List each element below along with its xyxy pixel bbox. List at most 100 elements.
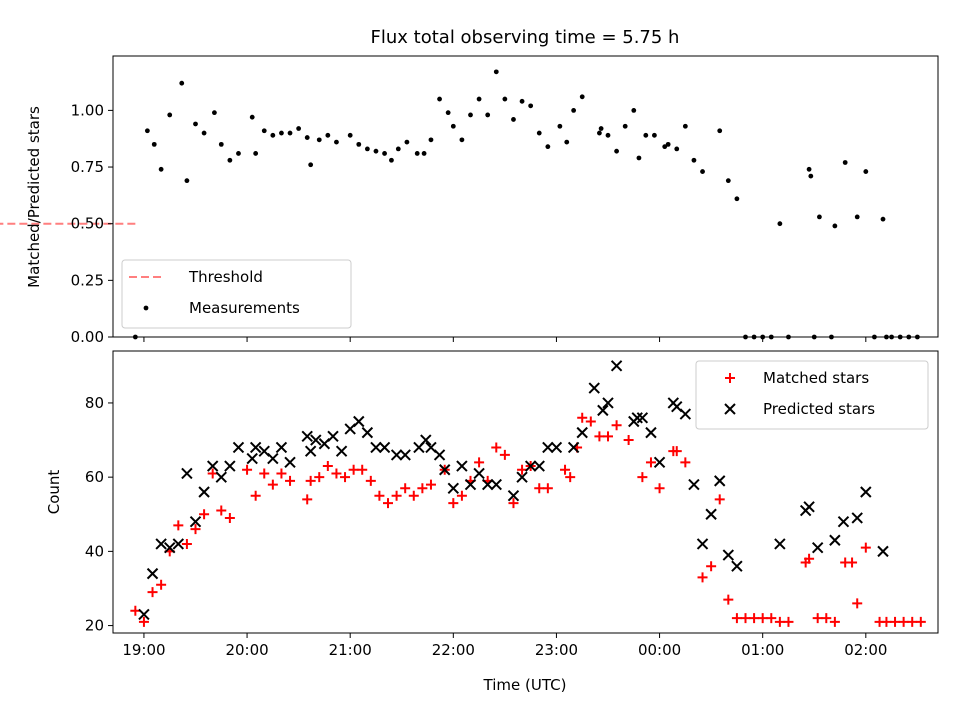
measurement-point <box>643 132 649 138</box>
measurement-point <box>519 98 525 104</box>
y-tick-label: 60 <box>85 468 104 486</box>
measurement-point <box>316 137 322 143</box>
measurement-point <box>557 123 563 129</box>
measurement-point <box>428 137 434 143</box>
predicted-star-point <box>164 541 176 554</box>
matched-star-point <box>400 483 411 494</box>
predicted-star-point <box>284 456 296 469</box>
measurement-point <box>493 69 499 75</box>
predicted-star-point <box>361 426 374 439</box>
measurement-point <box>144 128 150 134</box>
matched-star-point <box>517 464 528 475</box>
matched-star-point <box>671 446 682 457</box>
predicted-star-point <box>567 441 580 454</box>
legend-measurement-swatch <box>143 305 149 311</box>
measurement-point <box>184 178 190 184</box>
measurement-point <box>389 157 394 163</box>
matched-star-point <box>408 490 419 501</box>
measurement-point <box>304 135 310 140</box>
chart-title: Flux total observing time = 5.75 h <box>371 27 680 48</box>
measurement-point <box>218 141 224 147</box>
measurement-point <box>151 141 157 147</box>
predicted-star-point <box>464 478 477 491</box>
y-tick-label: 80 <box>85 394 104 412</box>
predicted-star-point <box>439 464 451 476</box>
predicted-star-point <box>138 608 150 621</box>
matched-star-point <box>723 594 734 605</box>
predicted-star-point <box>189 515 202 528</box>
measurement-point <box>253 151 259 156</box>
measurement-point <box>167 112 173 118</box>
matched-star-point <box>603 431 613 442</box>
x-tick-label: 20:00 <box>225 641 268 659</box>
measurement-point <box>347 132 353 138</box>
matched-star-point <box>585 416 596 427</box>
matched-star-point <box>331 468 342 479</box>
measurement-point <box>179 80 185 86</box>
matched-star-point <box>890 616 901 627</box>
predicted-star-point <box>829 534 841 546</box>
predicted-star-point <box>310 434 322 446</box>
matched-star-point <box>852 598 863 609</box>
matched-star-point <box>242 464 253 475</box>
matched-star-point <box>898 616 909 627</box>
matched-star-point <box>305 475 316 486</box>
predicted-star-point <box>327 430 339 443</box>
measurement-point <box>227 157 233 163</box>
predicted-star-point <box>811 541 824 554</box>
measurement-point <box>674 146 680 152</box>
measurement-point <box>662 144 668 150</box>
measurement-point <box>296 126 302 131</box>
x-tick-label: 00:00 <box>638 641 681 659</box>
measurement-point <box>468 112 473 118</box>
matched-star-point <box>847 557 858 568</box>
matched-star-point <box>348 464 359 475</box>
measurement-point <box>536 130 542 136</box>
predicted-star-point <box>232 441 245 454</box>
measurement-point <box>270 132 276 138</box>
predicted-star-point <box>602 397 614 409</box>
legend-label: Threshold <box>188 268 263 286</box>
measurement-point <box>605 132 611 138</box>
predicted-star-point <box>304 445 317 457</box>
matched-star-point <box>542 483 553 494</box>
legend-label: Matched stars <box>763 369 869 387</box>
measurement-point <box>725 178 731 184</box>
matched-star-point <box>731 613 742 624</box>
matched-star-point <box>915 616 926 627</box>
x-tick-label: 02:00 <box>844 641 887 659</box>
measurement-point <box>437 96 442 102</box>
measurement-point <box>261 128 267 134</box>
matched-star-point <box>749 613 760 624</box>
predicted-star-point <box>653 456 666 469</box>
matched-star-point <box>637 472 648 483</box>
matched-star-point <box>680 457 691 468</box>
measurement-point <box>193 121 198 127</box>
measurement-point <box>279 130 284 136</box>
matched-star-point <box>812 613 823 624</box>
matched-star-point <box>594 431 605 442</box>
matched-star-point <box>706 561 717 572</box>
predicted-star-point <box>473 467 485 480</box>
predicted-star-point <box>860 486 872 498</box>
predicted-star-point <box>524 460 537 472</box>
measurement-point <box>682 123 688 129</box>
y-tick-label: 20 <box>85 617 104 635</box>
matched-star-point <box>804 553 815 564</box>
matched-star-point <box>276 468 287 479</box>
measurement-point <box>622 123 628 129</box>
predicted-star-point <box>722 549 735 561</box>
predicted-star-point <box>533 460 545 472</box>
measurement-point <box>158 166 164 172</box>
predicted-star-point <box>837 515 850 528</box>
measurement-point <box>806 166 812 172</box>
predicted-star-point <box>481 478 494 491</box>
matched-star-point <box>190 524 201 535</box>
predicted-star-point <box>206 460 219 472</box>
x-tick-label: 21:00 <box>329 641 372 659</box>
y-tick-label: 40 <box>85 542 104 560</box>
measurement-point <box>308 162 314 168</box>
top-axes: 0.00 0.25 0.50 0.75 1.00 Threshold Measurement… <box>0 55 939 346</box>
predicted-star-point <box>851 512 863 524</box>
